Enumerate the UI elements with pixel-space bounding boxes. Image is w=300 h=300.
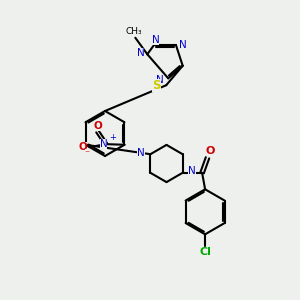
- Text: Cl: Cl: [199, 247, 211, 257]
- Text: O: O: [93, 121, 102, 130]
- Text: CH₃: CH₃: [125, 27, 142, 36]
- Text: S: S: [152, 79, 161, 92]
- Text: N: N: [152, 35, 159, 46]
- Text: ⁻: ⁻: [85, 149, 90, 159]
- Text: N: N: [156, 75, 164, 85]
- Text: N: N: [137, 148, 145, 158]
- Text: N: N: [188, 166, 196, 176]
- Text: O: O: [78, 142, 87, 152]
- Text: O: O: [205, 146, 214, 156]
- Text: N: N: [136, 48, 144, 58]
- Text: N: N: [100, 139, 107, 149]
- Text: N: N: [179, 40, 186, 50]
- Text: +: +: [109, 133, 116, 142]
